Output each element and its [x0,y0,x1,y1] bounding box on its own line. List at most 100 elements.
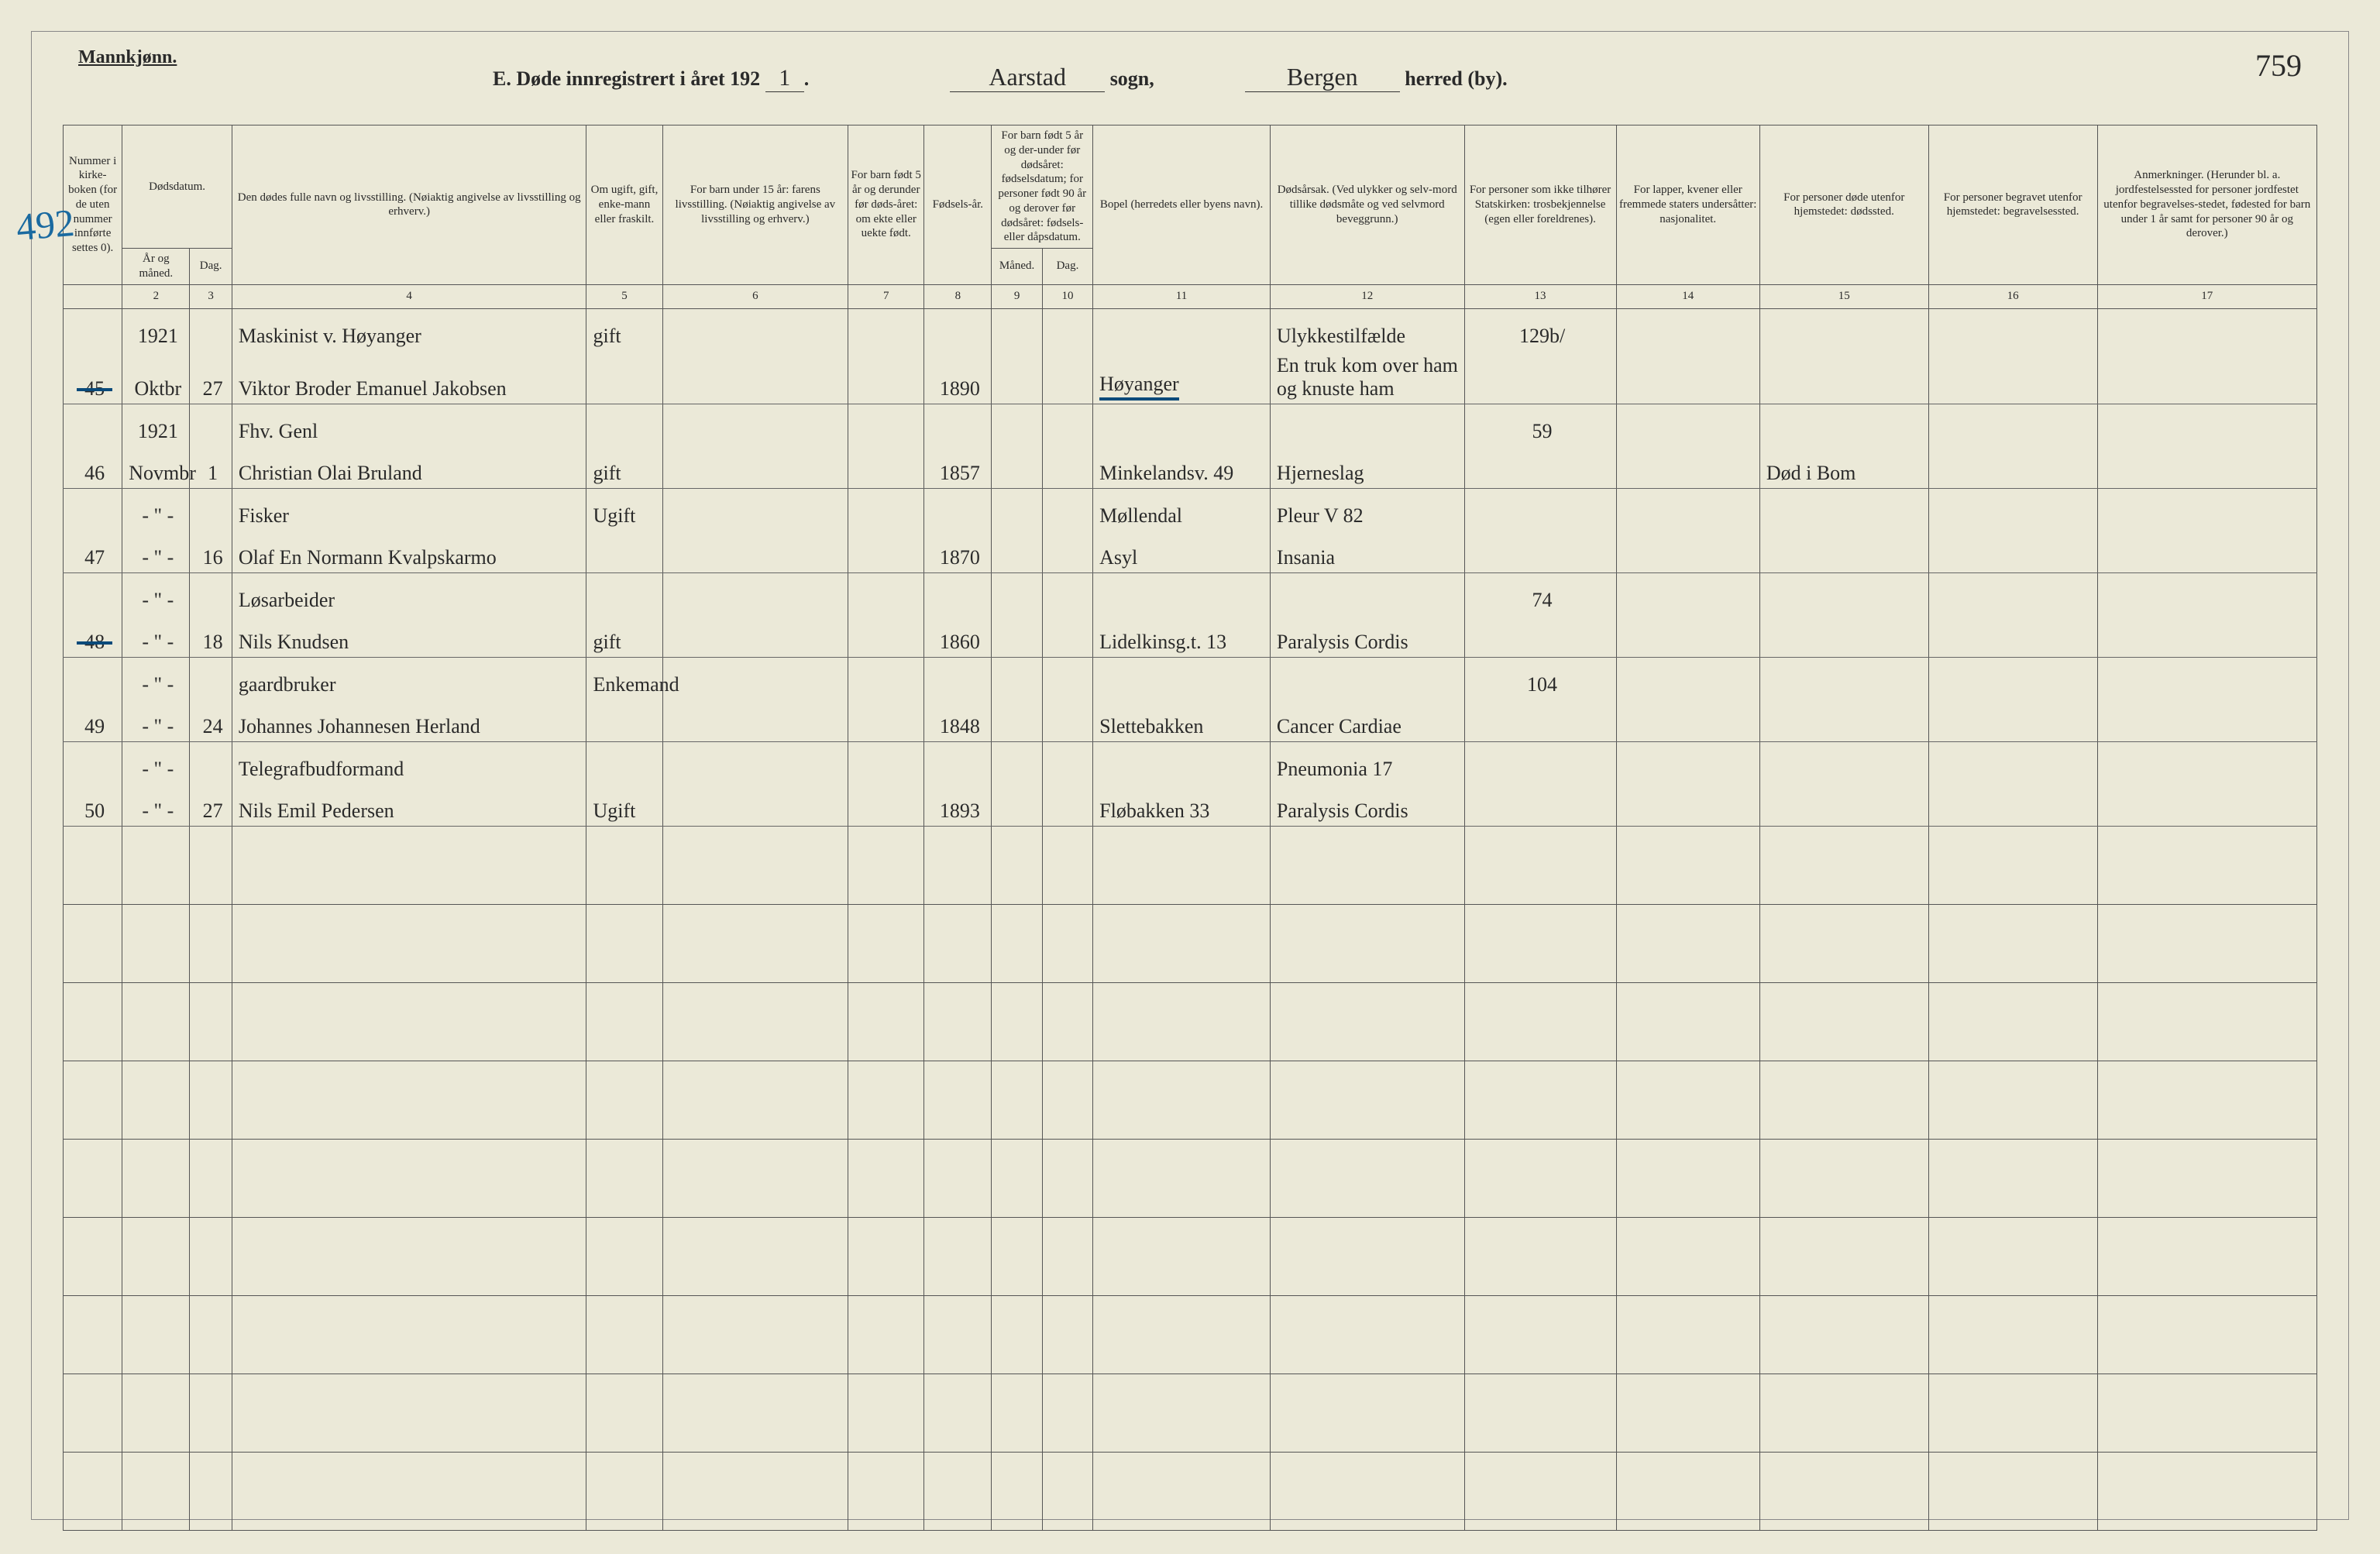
cell-residence [1093,741,1271,784]
cell-year: - " - [122,741,190,784]
cell-empty [64,904,122,982]
cell-empty [1464,1139,1616,1217]
column-numbers-row: 234567891011121314151617 [64,284,2317,308]
sogn-label: sogn, [1110,67,1154,90]
cell-birth: 1893 [924,784,992,827]
cell-9 [992,446,1042,489]
column-number: 3 [190,284,232,308]
cell-empty [848,1217,924,1295]
cell-9 [992,700,1042,742]
cell-13 [1464,446,1616,489]
cell-10 [1042,404,1092,446]
cell-15 [1759,308,1928,351]
cell-empty [924,1374,992,1452]
cell-13 [1464,488,1616,531]
cell-empty [190,1374,232,1452]
cell-14 [1616,784,1759,827]
cell-year: - " - [122,615,190,658]
cell-birth [924,741,992,784]
cell-6 [662,657,848,700]
cell-15: Død i Bom [1759,446,1928,489]
cell-empty [1042,1374,1092,1452]
cell-cause: Pleur V 82 [1270,488,1464,531]
cell-residence: Fløbakken 33 [1093,784,1271,827]
cell-name: Olaf En Normann Kvalpskarmo [232,531,586,573]
cell-13 [1464,784,1616,827]
cell-empty [1616,1295,1759,1374]
cell-empty [586,904,662,982]
cell-year: Oktbr [122,351,190,404]
table-row-empty [64,826,2317,904]
col-14: For lapper, kvener eller fremmede stater… [1616,125,1759,285]
cell-7 [848,615,924,658]
cell-17 [2097,351,2316,404]
table-row: 46Novmbr1Christian Olai Brulandgift1857M… [64,446,2317,489]
cell-13 [1464,741,1616,784]
cell-empty [2097,982,2316,1061]
cell-empty [1093,1139,1271,1217]
cell-status [586,700,662,742]
cell-residence: Lidelkinsg.t. 13 [1093,615,1271,658]
cell-10 [1042,700,1092,742]
cell-cause: Hjerneslag [1270,446,1464,489]
cell-empty [1616,1217,1759,1295]
cell-empty [2097,904,2316,982]
table-row-empty [64,1374,2317,1452]
cell-16 [1928,700,2097,742]
col-13: For personer som ikke tilhører Statskirk… [1464,125,1616,285]
cell-13 [1464,531,1616,573]
cell-empty [1464,1217,1616,1295]
cell-7 [848,657,924,700]
cell-empty [122,1295,190,1374]
cell-empty [1042,1139,1092,1217]
cell-6 [662,351,848,404]
column-number: 14 [1616,284,1759,308]
cell-empty [232,1452,586,1530]
cell-day: 27 [190,351,232,404]
cell-16 [1928,404,2097,446]
cell-empty [992,1061,1042,1139]
title-line: E. Døde innregistrert i året 192 1. Aars… [493,63,1887,92]
cell-empty [586,1374,662,1452]
cell-empty [64,1452,122,1530]
cell-empty [2097,1374,2316,1452]
cell-6 [662,308,848,351]
cell-13: 59 [1464,404,1616,446]
cell-15 [1759,351,1928,404]
cell-empty [1464,826,1616,904]
cell-empty [122,982,190,1061]
cell-empty [1093,826,1271,904]
cell-empty [848,1295,924,1374]
cell-empty [1759,982,1928,1061]
cell-birth: 1857 [924,446,992,489]
cell-10 [1042,308,1092,351]
cell-empty [64,1374,122,1452]
cell-7 [848,351,924,404]
column-number: 12 [1270,284,1464,308]
cell-year: - " - [122,572,190,615]
cell-empty [992,1217,1042,1295]
cell-empty [1616,1374,1759,1452]
cell-cause: Paralysis Cordis [1270,784,1464,827]
cell-empty [232,1061,586,1139]
cell-day [190,741,232,784]
column-number: 16 [1928,284,2097,308]
cell-17 [2097,657,2316,700]
cell-15 [1759,741,1928,784]
cell-name: Viktor Broder Emanuel Jakobsen [232,351,586,404]
cell-15 [1759,615,1928,658]
gender-label: Mannkjønn. [78,47,177,68]
cell-empty [64,982,122,1061]
cell-residence: Slettebakken [1093,700,1271,742]
cell-num [64,572,122,615]
cell-9 [992,615,1042,658]
cell-birth [924,572,992,615]
cell-name: Christian Olai Bruland [232,446,586,489]
column-number: 9 [992,284,1042,308]
cell-empty [848,1139,924,1217]
cell-empty [1616,1452,1759,1530]
cell-status [586,741,662,784]
cell-17 [2097,488,2316,531]
col-3: Dag. [190,249,232,285]
cell-7 [848,404,924,446]
